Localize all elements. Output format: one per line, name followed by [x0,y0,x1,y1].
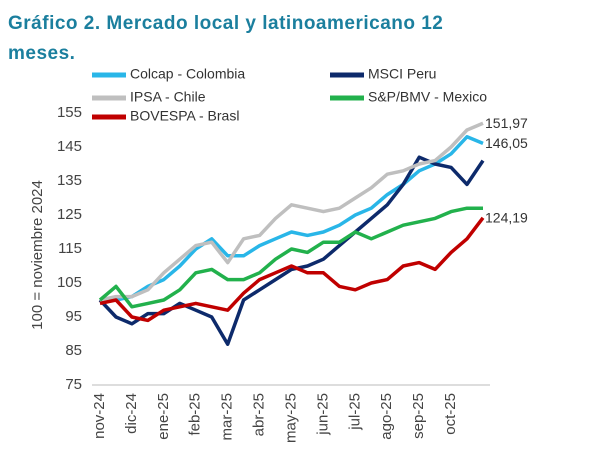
legend-label: IPSA - Chile [130,89,206,105]
series-line [99,216,485,323]
legend-label: S&P/BMV - Mexico [368,89,487,105]
x-tick-label: jun-25 [314,393,331,436]
chart-title: Gráfico 2. Mercado local y latinoamerica… [8,13,443,64]
x-tick-label: dic-24 [123,393,140,434]
y-tick-label: 135 [57,172,82,189]
y-tick-label: 95 [65,308,82,325]
x-tick-label: nov-24 [91,393,108,439]
y-tick-label: 115 [58,240,82,257]
x-tick-label: sep-25 [410,393,427,439]
y-tick-label: 85 [65,342,82,359]
x-tick-label: may-25 [282,393,299,443]
x-tick-label: jul-25 [346,393,363,431]
y-tick-label: 75 [65,376,82,393]
x-tick-label: oct-25 [442,393,459,435]
legend-label: BOVESPA - Brasl [130,108,239,124]
y-tick-label: 105 [57,274,82,291]
series-line [99,121,484,302]
series-line [100,135,484,302]
series-line [98,155,485,346]
value-label: 124,19 [485,209,528,225]
x-tick-label: feb-25 [187,393,204,436]
y-tick-label: 145 [57,138,82,155]
x-tick-label: ene-25 [155,393,172,440]
legend-label: Colcap - Colombia [130,66,245,82]
value-label: 151,97 [485,115,528,131]
x-tick-label: abr-25 [251,393,268,436]
y-tick-label: 125 [57,206,82,223]
legend-label: MSCI Peru [368,66,436,82]
x-tick-label: mar-25 [219,393,236,441]
y-axis-label: 100 = noviembre 2024 [29,180,46,330]
x-tick-label: ago-25 [378,393,395,440]
value-label: 146,05 [485,135,528,151]
series-line [98,206,483,309]
y-tick-label: 155 [57,104,82,121]
